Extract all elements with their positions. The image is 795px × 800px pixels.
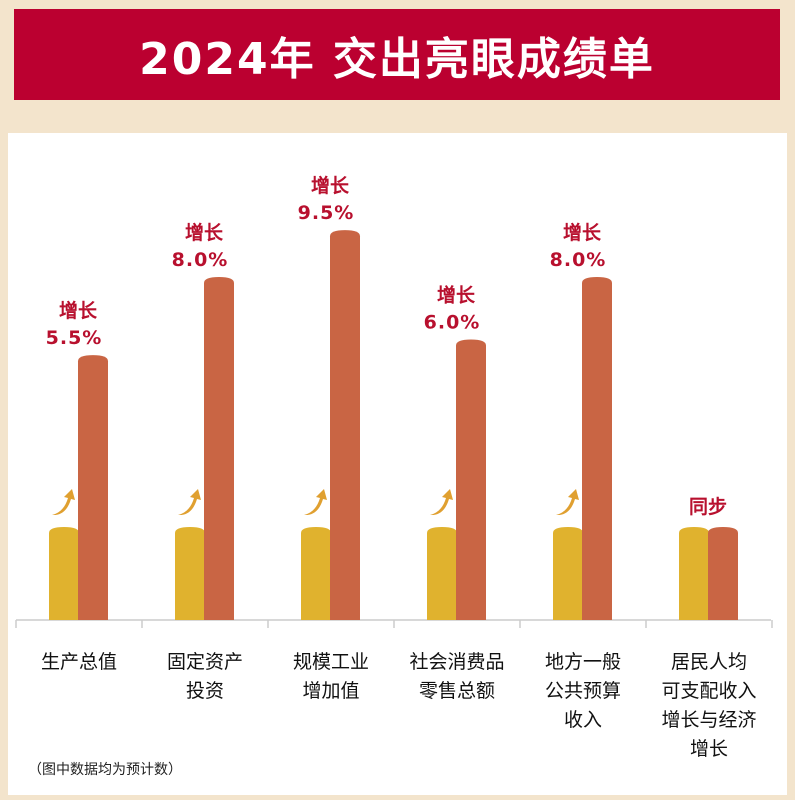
bar-label-title: 增长: [59, 299, 98, 322]
growth-bar: [582, 277, 612, 620]
bar-label-title: 增长: [311, 174, 350, 197]
x-tick-label: 公共预算: [545, 680, 621, 702]
x-tick-label: 增加值: [302, 680, 359, 702]
x-tick-label: 居民人均: [671, 651, 747, 673]
base-bar: [553, 527, 583, 620]
bar-label-title: 增长: [437, 284, 476, 307]
base-bar: [427, 527, 457, 620]
x-tick-label: 社会消费品: [409, 651, 504, 673]
x-tick-label: 投资: [186, 680, 224, 702]
up-arrow-icon: [556, 489, 579, 516]
bar-label-title: 增长: [563, 221, 602, 244]
bar-label-value: 8.0%: [550, 249, 607, 271]
base-bar: [175, 527, 205, 620]
base-bar: [301, 527, 331, 620]
bar-label-value: 5.5%: [46, 327, 103, 349]
title-banner: 2024年 交出亮眼成绩单: [14, 9, 780, 100]
page-title: 2024年 交出亮眼成绩单: [139, 33, 655, 85]
growth-bar: [330, 230, 360, 620]
x-tick-label: 规模工业: [293, 651, 369, 673]
x-tick-label: 地方一般: [545, 651, 621, 673]
x-tick-label: 可支配收入: [661, 680, 756, 702]
bar-label-value: 8.0%: [172, 249, 229, 271]
growth-bar: [78, 355, 108, 620]
x-tick-label: 收入: [564, 709, 602, 731]
footnote: （图中数据均为预计数）: [28, 762, 182, 778]
bar-label-title: 同步: [689, 496, 727, 518]
x-tick-label: 生产总值: [41, 651, 117, 673]
base-bar: [679, 527, 709, 620]
bar-label-value: 6.0%: [424, 312, 481, 334]
bar-label-title: 增长: [185, 221, 224, 244]
x-tick-label: 固定资产: [167, 651, 243, 673]
up-arrow-icon: [178, 489, 201, 516]
up-arrow-icon: [304, 489, 327, 516]
x-tick-label: 零售总额: [419, 680, 495, 702]
bar-label-value: 9.5%: [298, 202, 355, 224]
x-tick-label: 增长与经济: [661, 709, 756, 731]
up-arrow-icon: [430, 489, 453, 516]
up-arrow-icon: [52, 489, 75, 516]
x-tick-label: 增长: [690, 738, 728, 760]
base-bar: [49, 527, 79, 620]
chart-panel: [8, 133, 787, 795]
growth-bar: [204, 277, 234, 620]
growth-bar: [708, 527, 738, 620]
growth-bar: [456, 339, 486, 620]
